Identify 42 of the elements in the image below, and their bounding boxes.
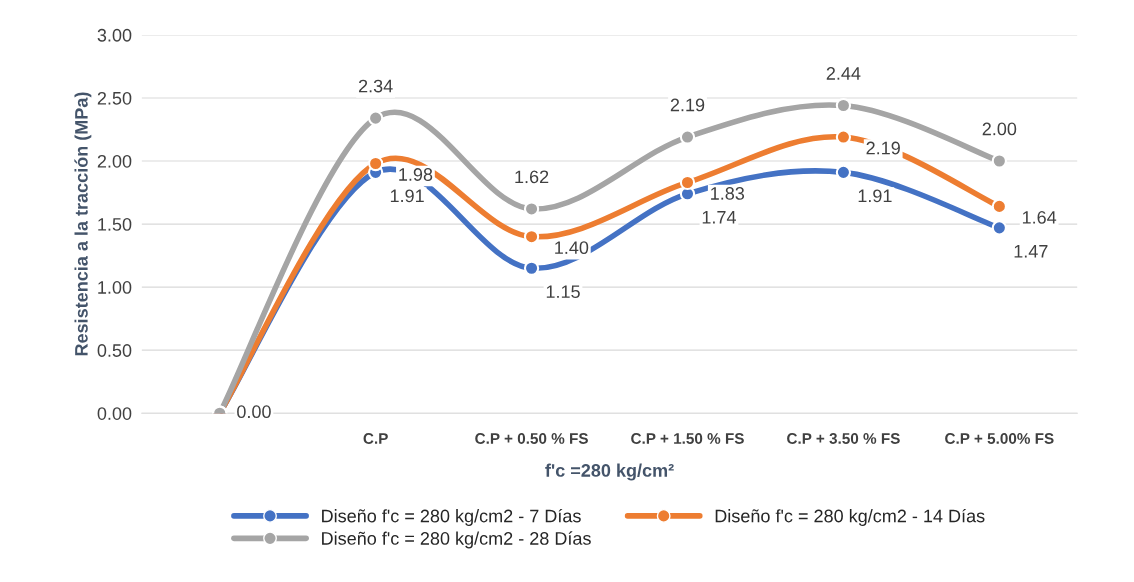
y-tick-label: 1.50 xyxy=(98,218,132,231)
y-tick-label: 3.00 xyxy=(97,28,132,42)
data-label: 1.91 xyxy=(390,189,424,203)
x-tick-label: C.P + 1.50 % FS xyxy=(631,433,744,444)
data-label: 2.00 xyxy=(982,122,1017,136)
point xyxy=(523,229,540,245)
data-label: 1.98 xyxy=(399,168,433,181)
y-tick-label: 0.50 xyxy=(97,344,132,357)
data-label: 1.64 xyxy=(1022,210,1057,224)
y-tick-label: 1.00 xyxy=(98,281,132,294)
point xyxy=(368,110,384,126)
data-label: 1.91 xyxy=(858,189,892,203)
x-tick-label: C.P xyxy=(363,433,388,444)
legend-label: Diseño f'c = 280 kg/cm2 - 28 Días xyxy=(322,531,591,549)
data-label: 2.34 xyxy=(358,79,393,93)
data-label: 1.47 xyxy=(1014,245,1048,258)
x-tick-label: C.P + 5.00% FS xyxy=(945,433,1054,444)
data-label: 0.00 xyxy=(237,405,271,419)
x-tick-label: C.P + 0.50 % FS xyxy=(475,433,588,444)
legend-label: Diseño f'c = 280 kg/cm2 - 7 Días xyxy=(322,508,581,526)
point xyxy=(991,220,1007,236)
data-label: 1.83 xyxy=(711,187,745,200)
data-label: 1.74 xyxy=(702,211,736,224)
y-axis-title: Resistencia a la tracción (MPa) xyxy=(74,92,92,356)
data-label: 1.15 xyxy=(546,285,580,299)
y-tick-label: 2.50 xyxy=(97,91,132,105)
data-label: 2.19 xyxy=(670,98,705,112)
x-tick-label: C.P + 3.50 % FS xyxy=(787,433,900,444)
data-label: 2.44 xyxy=(826,67,861,80)
data-label: 1.40 xyxy=(555,241,589,255)
y-tick-label: 0.00 xyxy=(97,407,132,420)
data-label: 2.19 xyxy=(866,141,900,155)
point xyxy=(835,129,852,145)
point xyxy=(991,153,1007,169)
point xyxy=(523,201,540,217)
y-tick-label: 2.00 xyxy=(97,154,132,168)
point xyxy=(679,129,696,145)
point xyxy=(523,260,540,276)
point xyxy=(835,164,852,180)
data-label: 1.62 xyxy=(515,170,549,184)
x-axis-title: f'c =280 kg/cm² xyxy=(545,463,674,481)
legend-label: Diseño f'c = 280 kg/cm2 - 14 Días xyxy=(715,508,985,526)
